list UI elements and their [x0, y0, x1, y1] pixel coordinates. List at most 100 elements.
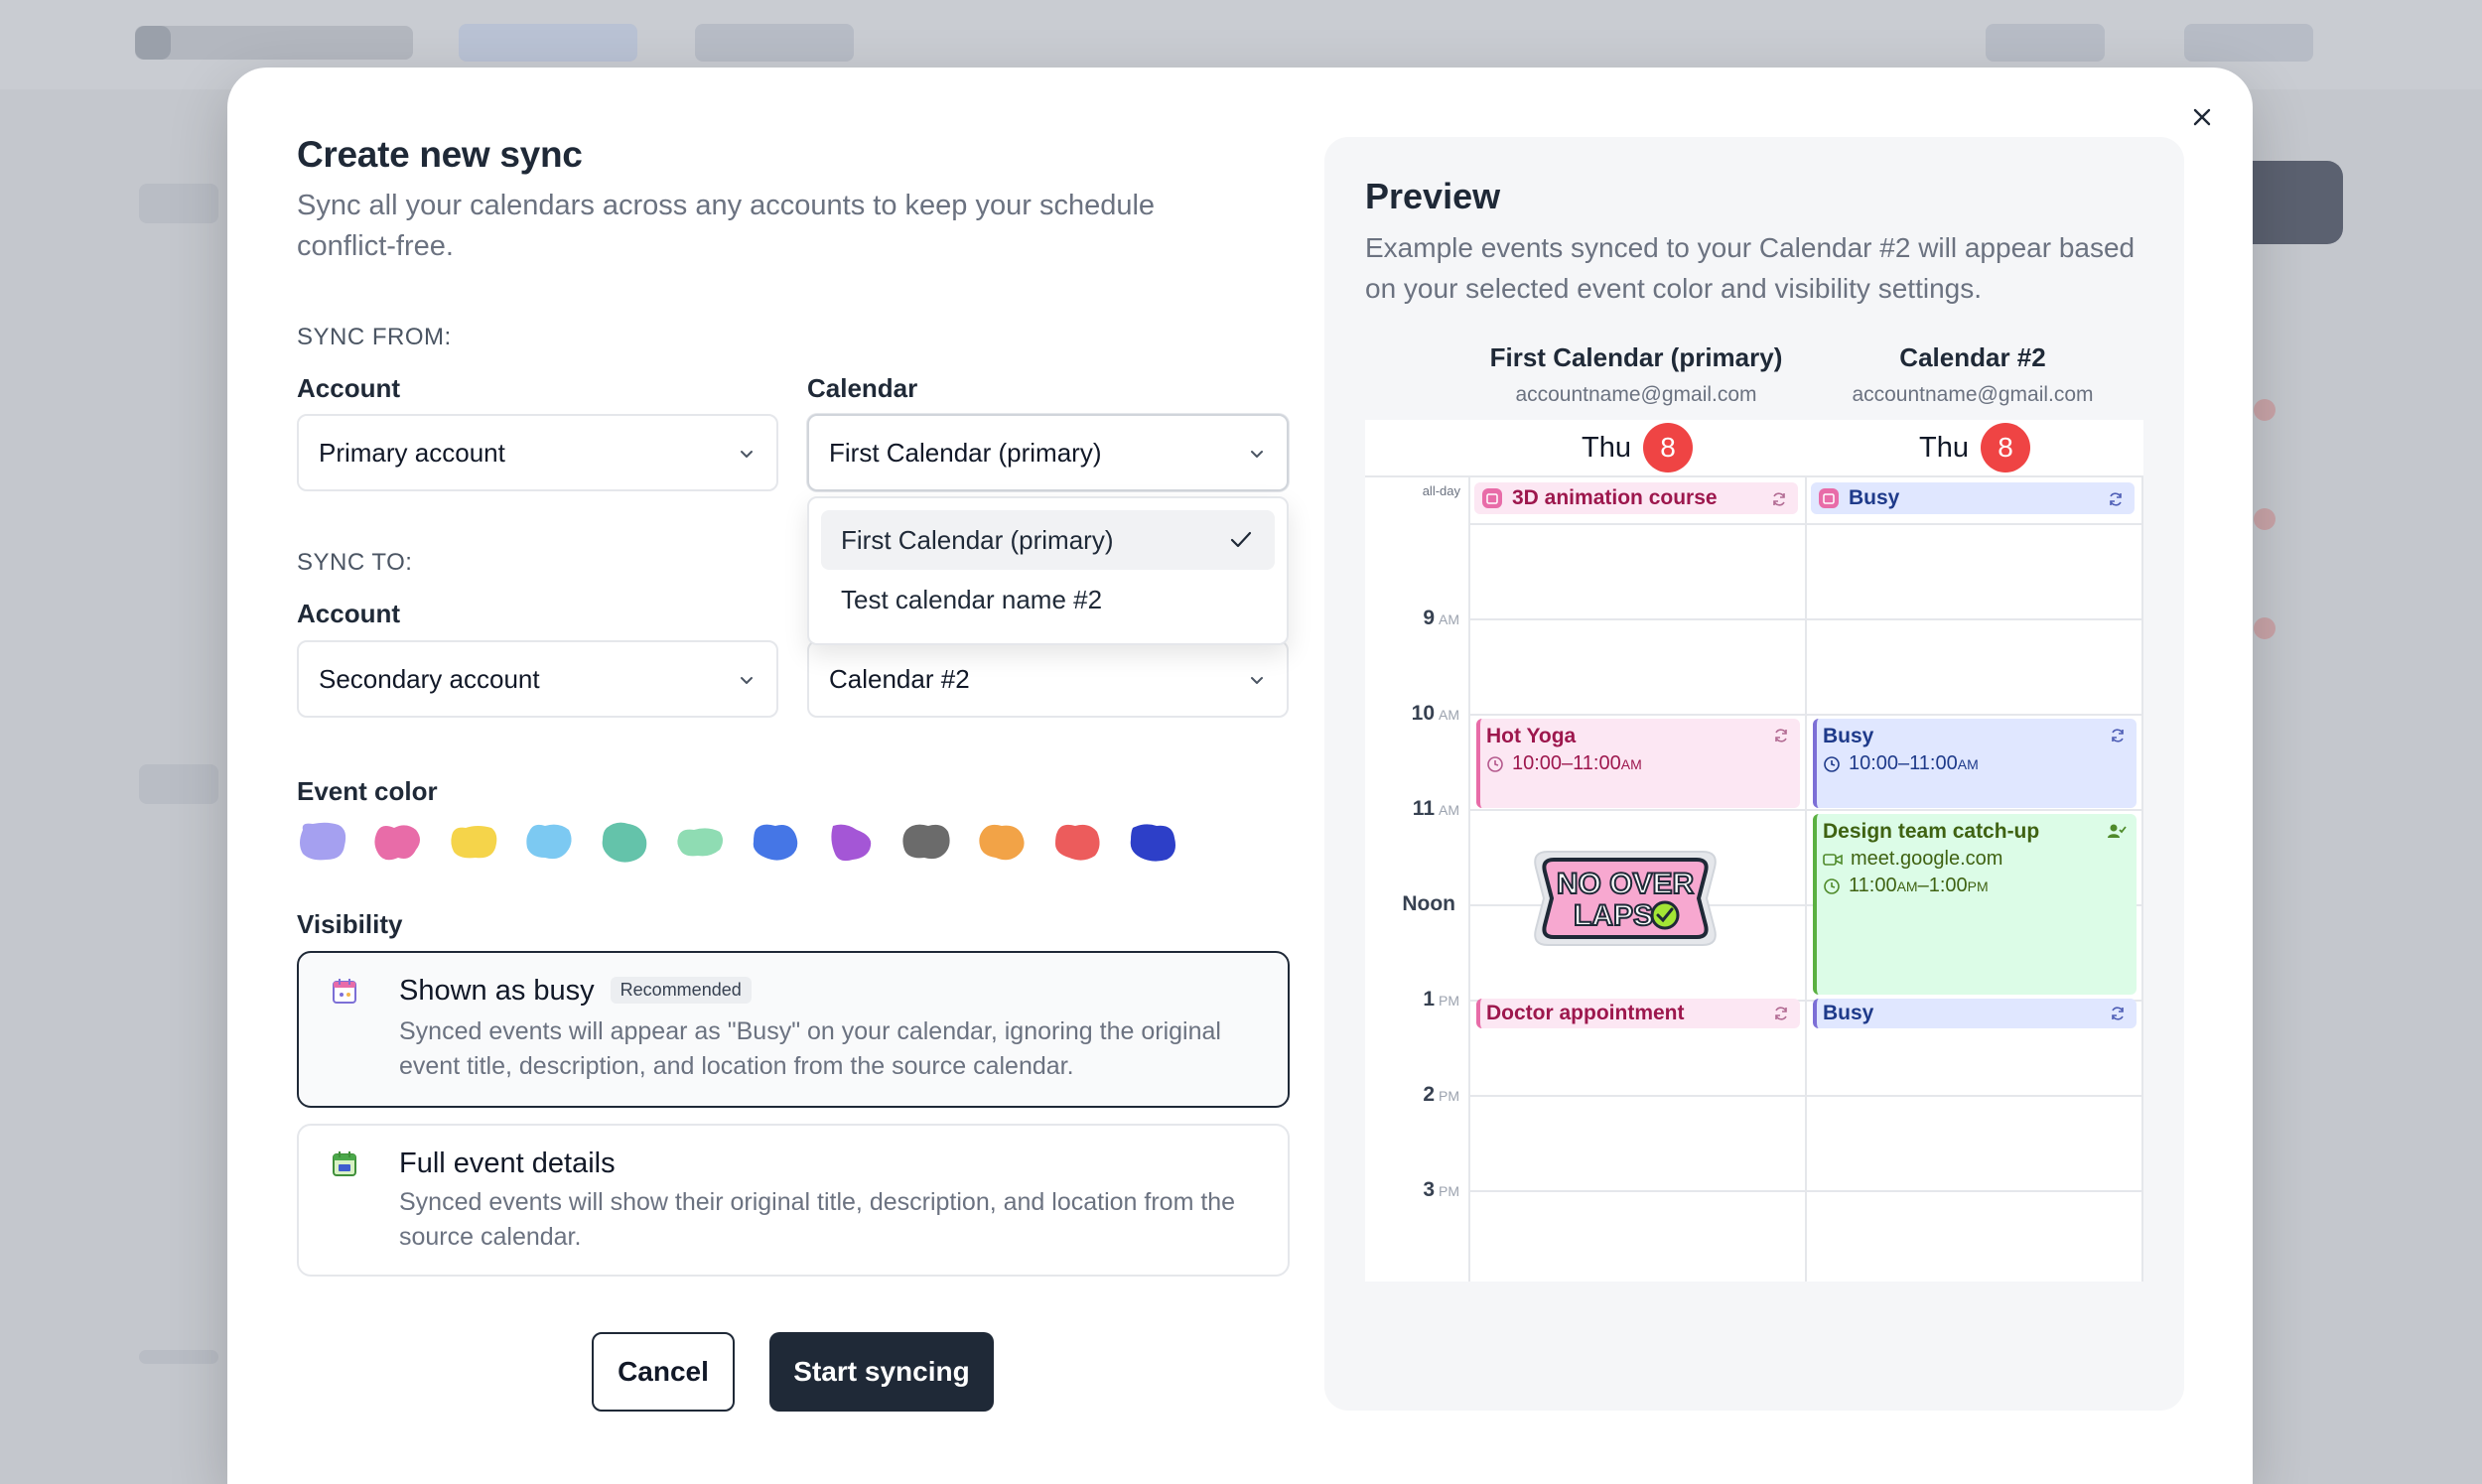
background-block [139, 184, 218, 223]
visibility-option-busy[interactable]: Shown as busy Recommended Synced events w… [297, 951, 1290, 1108]
event-title: Busy [1849, 486, 1900, 509]
sync-icon [1775, 1007, 1787, 1020]
from-account-select[interactable]: Primary account [297, 414, 778, 491]
date-badge: 8 [1980, 423, 2030, 472]
from-calendar-select[interactable]: First Calendar (primary) [807, 414, 1289, 491]
sync-icon [1773, 492, 1785, 506]
color-swatch-pink[interactable] [372, 820, 424, 864]
attendee-icon [2108, 824, 2127, 838]
modal-title: Create new sync [297, 134, 583, 175]
to-account-value: Secondary account [319, 663, 540, 694]
color-swatch-red[interactable] [1051, 820, 1103, 864]
background-dot [2254, 508, 2275, 530]
source-calendar-name: First Calendar (primary) [1489, 342, 1783, 372]
visibility-option-full-details[interactable]: Full event details Synced events will sh… [297, 1124, 1290, 1277]
event-doctor-appointment[interactable]: Doctor appointment [1476, 999, 1800, 1028]
recommended-badge: Recommended [610, 977, 752, 1004]
dropdown-option-test-calendar[interactable]: Test calendar name #2 [821, 570, 1275, 629]
sync-icon [2112, 729, 2124, 742]
color-swatch-blue[interactable] [750, 820, 801, 864]
sync-icon [2110, 492, 2122, 506]
grid-line [1469, 523, 2143, 525]
grid-line [1469, 809, 2143, 811]
preview-calendar-grid: Thu 8 Thu 8 all-day 9 AM 10 AM 11 AM Noon 1… [1365, 420, 2143, 1282]
event-hot-yoga[interactable]: Hot Yoga 10:00–11:00 AM [1476, 719, 1800, 808]
modal-subtitle: Sync all your calendars across any accou… [297, 190, 1156, 262]
background-logo-mark [135, 26, 171, 60]
background-tab-active [459, 24, 637, 62]
color-swatch-gray[interactable] [900, 820, 952, 864]
preview-column-header-target: Calendar #2 accountname@gmail.com [1804, 342, 2141, 407]
background-dot [2254, 617, 2275, 639]
sync-icon [1775, 729, 1787, 742]
chevron-down-icon [1251, 677, 1263, 684]
grid-line [2141, 475, 2143, 1282]
time-label: 3 PM [1423, 1178, 1459, 1201]
sticker-line-2: LAPS [1574, 899, 1653, 932]
sync-to-label: SYNC TO: [297, 549, 413, 576]
to-calendar-select[interactable]: Calendar #2 [807, 640, 1289, 718]
time-label: 10 AM [1411, 702, 1459, 725]
event-busy-10am[interactable]: Busy 10:00–11:00 AM [1813, 719, 2137, 808]
time-label: 11 AM [1412, 797, 1459, 820]
time-label: 1 PM [1423, 988, 1459, 1011]
event-color-label: Event color [297, 776, 438, 806]
color-swatch-indigo[interactable] [1127, 820, 1178, 864]
day-header: Thu 8 [1468, 420, 1806, 475]
video-icon [1823, 853, 1843, 866]
color-swatch-purple[interactable] [825, 820, 877, 864]
grid-line [1469, 1000, 2143, 1002]
event-busy-allday[interactable]: Busy [1811, 482, 2135, 514]
all-day-label: all-day [1422, 483, 1460, 498]
to-account-label: Account [297, 599, 400, 628]
chevron-down-icon [1251, 451, 1263, 458]
calendar-details-icon [333, 1151, 356, 1176]
background-dot [2254, 399, 2275, 421]
chevron-down-icon [741, 451, 753, 458]
from-calendar-value: First Calendar (primary) [829, 437, 1102, 468]
time-label: Noon [1402, 892, 1455, 915]
color-swatch-yellow[interactable] [448, 820, 499, 864]
color-swatch-lavender[interactable] [297, 820, 348, 864]
event-3d-animation-course[interactable]: 3D animation course [1474, 482, 1798, 514]
close-button[interactable] [2186, 101, 2218, 133]
dropdown-option-first-calendar[interactable]: First Calendar (primary) [821, 510, 1275, 570]
clock-icon [1824, 755, 1840, 772]
color-swatch-sky[interactable] [523, 820, 575, 864]
cancel-button[interactable]: Cancel [592, 1332, 735, 1412]
start-syncing-button[interactable]: Start syncing [769, 1332, 994, 1412]
visibility-busy-description: Synced events will appear as "Busy" on y… [399, 1017, 1221, 1080]
background-block [139, 764, 218, 804]
dropdown-option-label: First Calendar (primary) [841, 524, 1114, 555]
visibility-label: Visibility [297, 909, 403, 939]
event-location: meet.google.com [1823, 848, 2137, 871]
color-swatch-mint[interactable] [674, 820, 726, 864]
preview-column-header-source: First Calendar (primary) accountname@gma… [1467, 342, 1805, 407]
grid-line [1469, 714, 2143, 716]
preview-title: Preview [1365, 176, 1501, 216]
to-account-select[interactable]: Secondary account [297, 640, 778, 718]
target-calendar-email: accountname@gmail.com [1852, 383, 2094, 406]
sync-icon [2112, 1007, 2124, 1020]
chevron-down-icon [741, 677, 753, 684]
event-design-team-catch-up[interactable]: Design team catch-up meet.google.com 11:… [1813, 814, 2137, 995]
color-swatch-orange[interactable] [976, 820, 1028, 864]
date-badge: 8 [1642, 423, 1693, 472]
calendar-icon [1819, 488, 1839, 508]
event-title: 3D animation course [1512, 486, 1718, 509]
from-account-value: Primary account [319, 437, 505, 468]
time-label: 9 AM [1423, 607, 1459, 629]
visibility-full-description: Synced events will show their original t… [399, 1188, 1236, 1251]
visibility-full-title: Full event details [399, 1147, 616, 1179]
event-time: 11:00 AM –1:00 PM [1823, 875, 2137, 897]
event-busy-1pm[interactable]: Busy [1813, 999, 2137, 1028]
grid-line [1468, 475, 1470, 1282]
background-logo [135, 26, 413, 60]
event-title: Doctor appointment [1486, 1002, 1685, 1024]
time-label: 2 PM [1423, 1083, 1459, 1106]
clock-icon [1487, 755, 1503, 772]
to-calendar-value: Calendar #2 [829, 663, 970, 694]
color-swatch-teal[interactable] [599, 820, 650, 864]
calendar-busy-icon [333, 979, 356, 1004]
grid-line [1469, 1095, 2143, 1097]
